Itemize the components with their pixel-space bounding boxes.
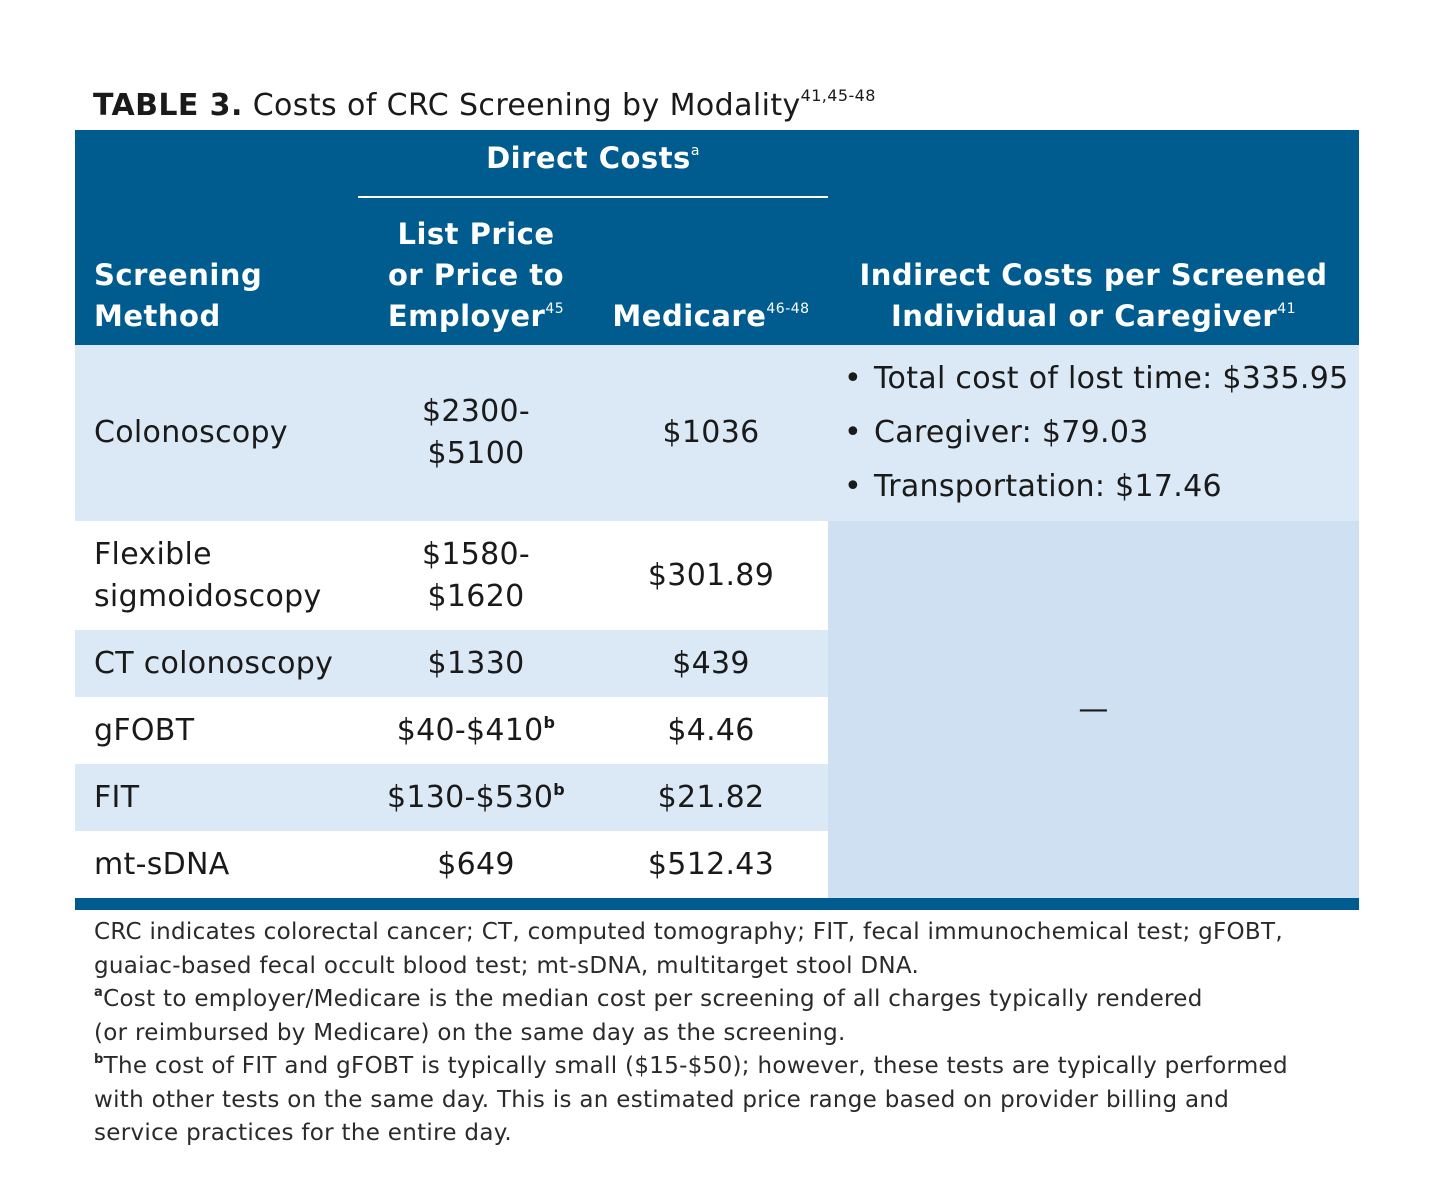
cell-list-price-line: $649 [437,846,515,882]
cell-medicare: $512.43 [594,831,829,898]
cell-method-line: mt-sDNA [94,846,230,882]
header-direct-costs-footnote: a [690,143,700,159]
cell-method-line: gFOBT [94,712,195,748]
cell-list-price: $649 [358,831,594,898]
table-row: gFOBT $40-$410b $4.46 [75,697,1359,764]
cost-table: Screening Method Direct Costsa Indirect … [75,130,1360,898]
table-body: Colonoscopy $2300- $5100 $1036 Total cos… [75,345,1360,898]
header-direct-costs-text: Direct Costs [486,141,691,175]
cell-list-price: $1580- $1620 [358,521,594,630]
table-row: Colonoscopy $2300- $5100 $1036 Total cos… [75,345,1360,521]
footnote-line: Cost to employer/Medicare is the median … [103,986,1203,1012]
cell-method-line: Colonoscopy [94,415,288,450]
cell-list-price-footnote: b [553,779,565,799]
table-row: mt-sDNA $649 $512.43 [75,831,1359,898]
table-bottom-rule [75,898,1359,910]
footnote-line: with other tests on the same day. This i… [94,1086,1230,1113]
cell-list-price-line: $2300- [421,394,531,429]
cell-list-price: $130-$530b [358,764,594,831]
table-header: Screening Method Direct Costsa Indirect … [75,130,1360,345]
header-direct-costs-rule [358,196,829,198]
list-item: Total cost of lost time: $335.95 [844,352,1359,406]
table-footnotes: CRC indicates colorectal cancer; CT, com… [75,910,1359,1151]
cell-list-price: $2300- $5100 [358,345,594,521]
footnote-line: (or reimbursed by Medicare) on the same … [94,1019,846,1046]
header-direct-costs: Direct Costsa [358,130,829,198]
cell-medicare: $21.82 [594,764,829,831]
cell-method: Colonoscopy [75,345,358,521]
table-row: CT colonoscopy $1330 $439 [75,630,1359,697]
footnote-b: bThe cost of FIT and gFOBT is typically … [94,1050,1359,1151]
indirect-cost-list: Total cost of lost time: $335.95 Caregiv… [844,352,1359,514]
footnote-a-mark: a [94,985,104,1000]
cell-method: FIT [75,764,358,831]
cell-medicare: $1036 [594,345,829,521]
footnote-b-mark: b [94,1052,104,1067]
table-title-text: Costs of CRC Screening by Modality [252,88,801,123]
table-label: TABLE 3. [93,88,243,123]
header-indirect-ref: 41 [1277,301,1297,317]
cell-method-line: CT colonoscopy [94,645,334,681]
header-list-price-line: Employer [387,299,546,333]
table-row: FIT $130-$530b $21.82 [75,764,1359,831]
cell-indirect-costs: Total cost of lost time: $335.95 Caregiv… [828,345,1360,521]
header-list-price-ref: 45 [545,301,565,317]
list-item: Caregiver: $79.03 [844,406,1359,460]
header-screening-method: Screening Method [75,130,358,345]
header-indirect-line: Individual or Caregiver [890,299,1278,333]
cell-medicare: $4.46 [594,697,829,764]
header-list-price: List Price or Price to Employer45 [358,198,594,345]
cell-list-price-line: $1580- [421,536,531,572]
cell-list-price: $40-$410b [358,697,594,764]
cell-method: Flexible sigmoidoscopy [75,521,358,630]
cell-indirect-costs-other: — [828,521,1360,898]
footnote-a: aCost to employer/Medicare is the median… [94,983,1359,1050]
header-screening-method-line: Method [94,299,221,333]
cell-medicare: $301.89 [594,521,829,630]
footnote-line: CRC indicates colorectal cancer; CT, com… [94,919,1283,945]
cell-method-line: Flexible [94,536,212,572]
cell-method: CT colonoscopy [75,630,358,697]
header-indirect-line: Indirect Costs per Screened [859,258,1328,292]
header-list-price-line: List Price [397,217,555,251]
footnote-line: The cost of FIT and gFOBT is typically s… [103,1053,1288,1079]
header-medicare-text: Medicare [612,299,767,333]
header-screening-method-line: Screening [94,258,263,292]
table-row: Flexible sigmoidoscopy $1580- $1620 $301… [75,521,1360,898]
cell-list-price-line: $1620 [427,578,525,614]
cell-method: mt-sDNA [75,831,358,898]
footnote-line: service practices for the entire day. [94,1120,512,1146]
cell-list-price-line: $5100 [427,436,525,471]
cell-medicare: $439 [594,630,829,697]
cell-list-price-line: $130-$530 [387,779,554,815]
footnote-abbreviations: CRC indicates colorectal cancer; CT, com… [94,916,1359,983]
header-list-price-line: or Price to [387,258,565,292]
table-figure: TABLE 3. Costs of CRC Screening by Modal… [75,84,1360,1151]
cell-list-price-footnote: b [543,712,556,732]
table-title-refs: 41,45-48 [800,86,876,105]
cell-list-price-line: $1330 [427,645,525,681]
list-item: Transportation: $17.46 [844,460,1359,514]
cell-list-price: $1330 [358,630,594,697]
header-medicare: Medicare46-48 [594,198,829,345]
header-medicare-ref: 46-48 [766,301,810,317]
cell-list-price-line: $40-$410 [396,712,544,748]
cell-method-line: sigmoidoscopy [94,578,322,614]
header-indirect-costs: Indirect Costs per Screened Individual o… [828,130,1360,345]
table-title: TABLE 3. Costs of CRC Screening by Modal… [75,84,1359,130]
cell-method-line: FIT [94,779,140,815]
cell-method: gFOBT [75,697,358,764]
footnote-line: guaiac-based fecal occult blood test; mt… [94,952,920,979]
